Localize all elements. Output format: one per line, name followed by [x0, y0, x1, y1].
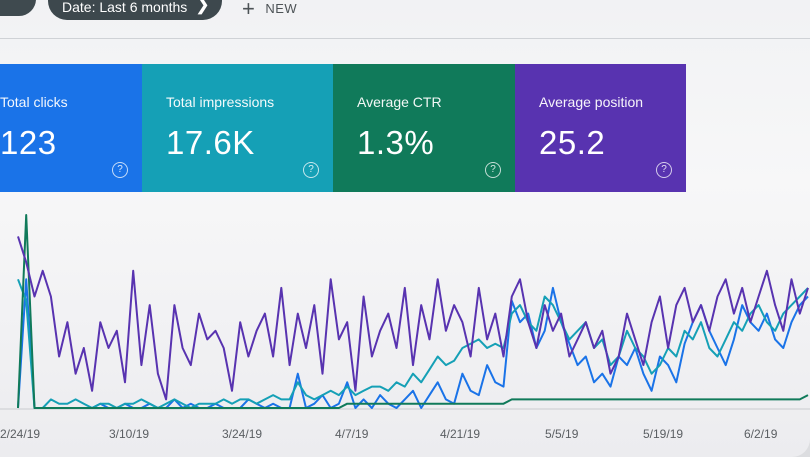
metric-label: Average position [539, 94, 644, 110]
metric-card-total-impressions[interactable]: Total impressions 17.6K ? [142, 64, 333, 192]
series-line-average-position [17, 236, 809, 401]
metric-card-average-position[interactable]: Average position 25.2 ? [515, 64, 686, 192]
x-tick-label: 6/2/19 [744, 427, 778, 441]
metric-cards: Total clicks 123 ? Total impressions 17.… [0, 64, 810, 194]
help-icon[interactable]: ? [656, 162, 672, 178]
performance-chart: 2/24/19 3/10/19 3/24/19 4/7/19 4/21/19 5/5/19… [0, 214, 810, 441]
metric-card-average-ctr[interactable]: Average CTR 1.3% ? [333, 64, 515, 192]
metric-value: 123 [0, 124, 57, 161]
x-tick-label: 4/7/19 [335, 427, 369, 441]
x-tick-label: 5/19/19 [643, 427, 683, 441]
filter-chip[interactable] [0, 0, 36, 16]
date-filter-label: Date: Last 6 months [62, 0, 188, 15]
metric-label: Average CTR [357, 94, 442, 110]
help-icon[interactable]: ? [112, 162, 128, 178]
metric-value: 25.2 [539, 124, 606, 161]
divider [0, 38, 810, 39]
plus-icon: + [242, 0, 256, 21]
x-tick-label: 3/24/19 [222, 427, 262, 441]
metric-label: Total clicks [0, 94, 68, 110]
date-filter-chip[interactable]: Date: Last 6 months ❯ [48, 0, 222, 20]
metric-card-total-clicks[interactable]: Total clicks 123 ? [0, 64, 142, 192]
new-filter-button[interactable]: + NEW [242, 0, 297, 22]
toolbar: Date: Last 6 months ❯ + NEW [0, 0, 810, 40]
new-label: NEW [265, 1, 298, 16]
help-icon[interactable]: ? [303, 162, 319, 178]
metric-value: 1.3% [357, 124, 435, 161]
x-tick-label: 4/21/19 [440, 427, 480, 441]
x-tick-label: 2/24/19 [0, 427, 40, 441]
metric-value: 17.6K [166, 124, 255, 161]
series-line-average-ctr [17, 214, 809, 409]
x-tick-label: 3/10/19 [109, 427, 149, 441]
series-line-total-impressions [17, 278, 809, 409]
x-tick-label: 5/5/19 [545, 427, 579, 441]
help-icon[interactable]: ? [485, 162, 501, 178]
metric-label: Total impressions [166, 94, 275, 110]
chevron-right-icon: ❯ [194, 0, 210, 14]
